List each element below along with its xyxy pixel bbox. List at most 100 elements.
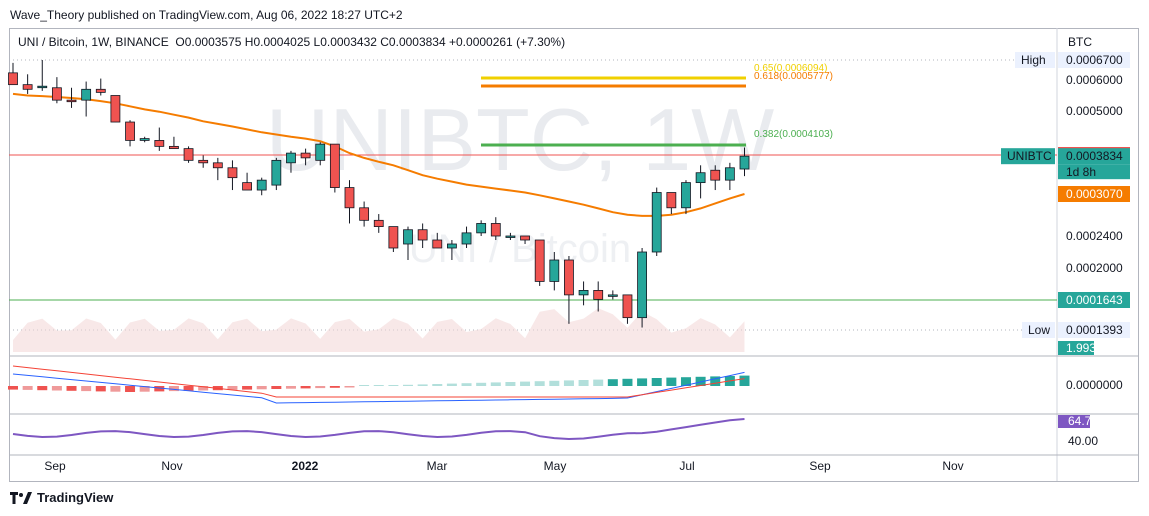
tradingview-logo[interactable]: TradingView	[10, 490, 113, 505]
macd-histogram-bar	[403, 384, 414, 386]
time-axis-tick: May	[544, 459, 567, 473]
candle-body	[710, 169, 721, 181]
macd-histogram-bar	[125, 386, 136, 392]
price-tag: High	[1021, 53, 1046, 67]
candle-body	[432, 239, 443, 249]
price-label: 0.0003834	[1066, 149, 1123, 163]
candle-body	[373, 219, 384, 227]
price-tag-box	[1015, 52, 1055, 68]
macd-histogram-bar	[593, 379, 604, 386]
macd-histogram-bar	[51, 386, 62, 391]
price-axis-tick: 0.0002000	[1066, 261, 1123, 275]
fib-label: 0.382(0.0004103)	[754, 129, 833, 140]
macd-histogram-bar	[300, 386, 311, 389]
legend-open: O0.0003575	[175, 35, 242, 49]
macd-histogram-bar	[8, 386, 18, 390]
candle-body	[739, 155, 750, 170]
candle-body	[169, 145, 179, 150]
rsi-axis-label: 40.00	[1068, 434, 1098, 448]
price-label: 0.0006700	[1066, 53, 1123, 67]
candle-body	[315, 143, 326, 161]
candle-body	[476, 223, 487, 234]
candle-body	[198, 159, 209, 164]
chart-frame[interactable]	[9, 28, 1139, 482]
candle-body	[622, 294, 633, 319]
rsi-value-box	[1058, 415, 1090, 428]
price-label-box	[1058, 322, 1130, 338]
macd-histogram-bar	[710, 376, 721, 386]
price-axis-tick: 0.0002400	[1066, 229, 1123, 243]
price-tag-box	[1022, 322, 1055, 338]
candle-body	[51, 87, 62, 101]
price-tag-box	[1001, 148, 1055, 165]
price-label: 0.0003070	[1066, 187, 1123, 201]
macd-histogram-bar	[110, 386, 121, 392]
macd-histogram-bar	[66, 386, 77, 391]
legend-high: H0.0004025	[244, 35, 311, 49]
candle-body	[8, 72, 18, 86]
candle-body	[227, 167, 238, 179]
candle-body	[300, 152, 311, 159]
tradingview-icon	[10, 491, 32, 504]
candle-body	[446, 243, 457, 249]
candle-body	[242, 182, 252, 191]
candle-body	[183, 148, 194, 161]
legend-low: L0.0003432	[313, 35, 377, 49]
macd-histogram-bar	[271, 386, 282, 389]
candle-body	[695, 172, 706, 184]
macd-histogram-bar	[461, 383, 472, 386]
time-axis-tick: Sep	[44, 459, 66, 473]
candle-body	[139, 138, 150, 141]
candle-body	[110, 95, 121, 123]
candle-body	[256, 179, 267, 191]
macd-histogram-bar	[446, 383, 457, 386]
macd-histogram-bar	[695, 376, 706, 386]
candle-body	[417, 229, 428, 241]
candle-body	[212, 162, 223, 169]
countdown-label: 1d 8h	[1066, 165, 1096, 179]
macd-histogram-bar	[242, 386, 253, 390]
macd-histogram-bar	[37, 386, 48, 391]
candle-body	[154, 140, 165, 147]
price-tag: UNIBTC	[1007, 149, 1052, 163]
macd-histogram-bar	[227, 386, 238, 390]
time-axis-tick: 2022	[292, 459, 319, 473]
candle-body	[549, 259, 560, 282]
macd-histogram-bar	[417, 384, 428, 386]
time-axis-tick: Nov	[942, 459, 963, 473]
candle-body	[403, 229, 413, 245]
macd-histogram-bar	[637, 378, 648, 386]
candle-body	[271, 159, 282, 186]
macd-histogram-bar	[256, 386, 267, 390]
rsi-value-label: 64.72	[1068, 414, 1098, 428]
macd-histogram-bar	[549, 380, 560, 386]
candle-body	[125, 121, 135, 141]
watermark-name: UNI / Bitcoin	[409, 227, 631, 271]
candle-body	[37, 85, 48, 89]
candle-body	[388, 226, 399, 249]
macd-signal-line	[12, 365, 745, 398]
price-label-box	[1058, 186, 1130, 202]
macd-histogram-bar	[95, 386, 106, 392]
candle-body	[66, 99, 77, 103]
candle-body	[359, 207, 370, 221]
legend-change: +0.0000261 (+7.30%)	[449, 35, 566, 49]
candle-body	[637, 251, 647, 319]
candle-body	[22, 84, 33, 90]
time-axis-tick: Jul	[679, 459, 694, 473]
candle-body	[461, 232, 472, 245]
macd-histogram-bar	[563, 380, 574, 386]
macd-histogram-bar	[139, 386, 150, 392]
macd-axis-label: 0.0000000	[1066, 378, 1123, 392]
macd-histogram-bar	[680, 377, 691, 386]
macd-histogram-bar	[22, 386, 33, 390]
fib-label: 0.618(0.0005777)	[754, 71, 833, 82]
macd-histogram-bar	[359, 385, 370, 386]
macd-histogram-bar	[534, 381, 545, 386]
price-axis-tick: 0.0005000	[1066, 104, 1123, 118]
macd-histogram-bar	[578, 380, 589, 386]
candle-body	[681, 182, 691, 209]
candle-body	[95, 88, 106, 93]
time-axis-tick: Mar	[427, 459, 448, 473]
